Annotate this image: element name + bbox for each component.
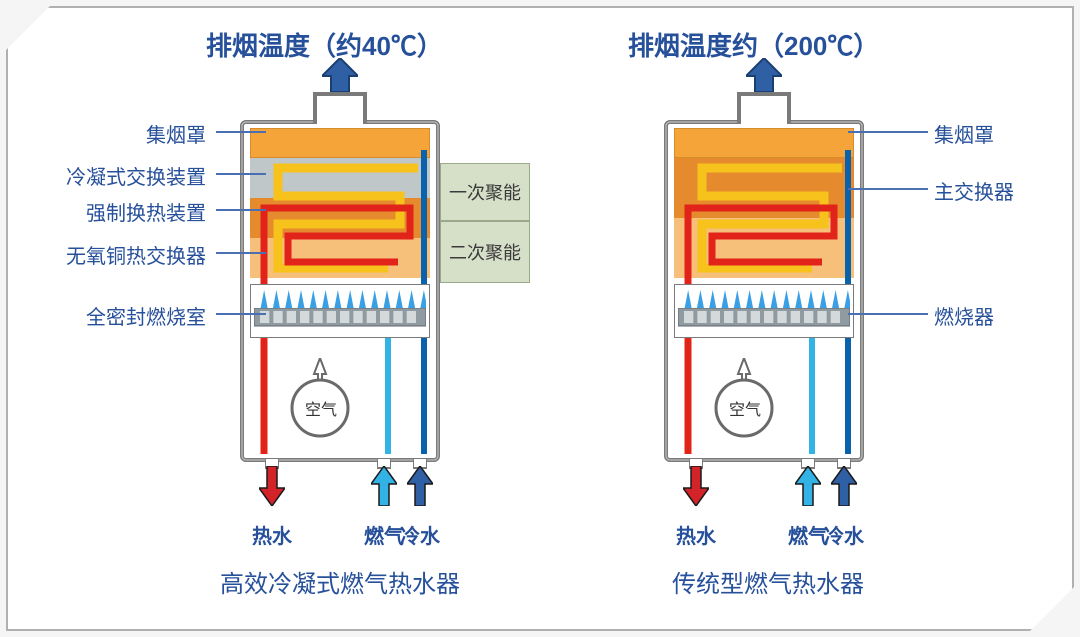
- label-left-2: 强制换热装置: [86, 197, 206, 226]
- caption-left: 高效冷凝式燃气热水器: [220, 564, 460, 599]
- right-burner: [678, 308, 850, 332]
- label-left-4: 全密封燃烧室: [86, 301, 206, 330]
- leader-left-0: [216, 131, 266, 133]
- left-cold-arrow-icon: [407, 466, 433, 506]
- label-right-1: 主交换器: [934, 176, 1014, 205]
- leader-right-2: [848, 313, 928, 315]
- left-exhaust-arrow-icon: [322, 58, 358, 92]
- left-burner: [254, 308, 426, 332]
- right-cold-label: 冷水: [822, 520, 866, 549]
- leader-left-1: [216, 173, 266, 175]
- label-left-0: 集烟罩: [146, 119, 206, 148]
- right-exhaust-arrow-icon: [746, 58, 782, 92]
- left-hot-arrow-icon: [259, 466, 285, 506]
- right-cold-arrow-icon: [831, 466, 857, 506]
- sidebox-1: 二次聚能: [440, 221, 530, 283]
- left-hot-label: 热水: [250, 520, 294, 549]
- sidebox-0: 一次聚能: [440, 163, 530, 221]
- left-gas-arrow-icon: [371, 466, 397, 506]
- label-left-3: 无氧铜热交换器: [66, 240, 206, 269]
- leader-left-2: [216, 209, 266, 211]
- right-gas-arrow-icon: [795, 466, 821, 506]
- right-hot-arrow-icon: [683, 466, 709, 506]
- leader-right-0: [848, 131, 928, 133]
- label-left-1: 冷凝式交换装置: [66, 161, 206, 190]
- leader-left-3: [216, 252, 266, 254]
- left-cold-label: 冷水: [398, 520, 442, 549]
- leader-left-4: [216, 313, 266, 315]
- left-air-label: 空气: [300, 396, 342, 420]
- leader-right-1: [848, 188, 928, 190]
- label-right-0: 集烟罩: [934, 119, 994, 148]
- right-hot-label: 热水: [674, 520, 718, 549]
- right-air-label: 空气: [724, 396, 766, 420]
- caption-right: 传统型燃气热水器: [672, 564, 864, 599]
- label-right-2: 燃烧器: [934, 301, 994, 330]
